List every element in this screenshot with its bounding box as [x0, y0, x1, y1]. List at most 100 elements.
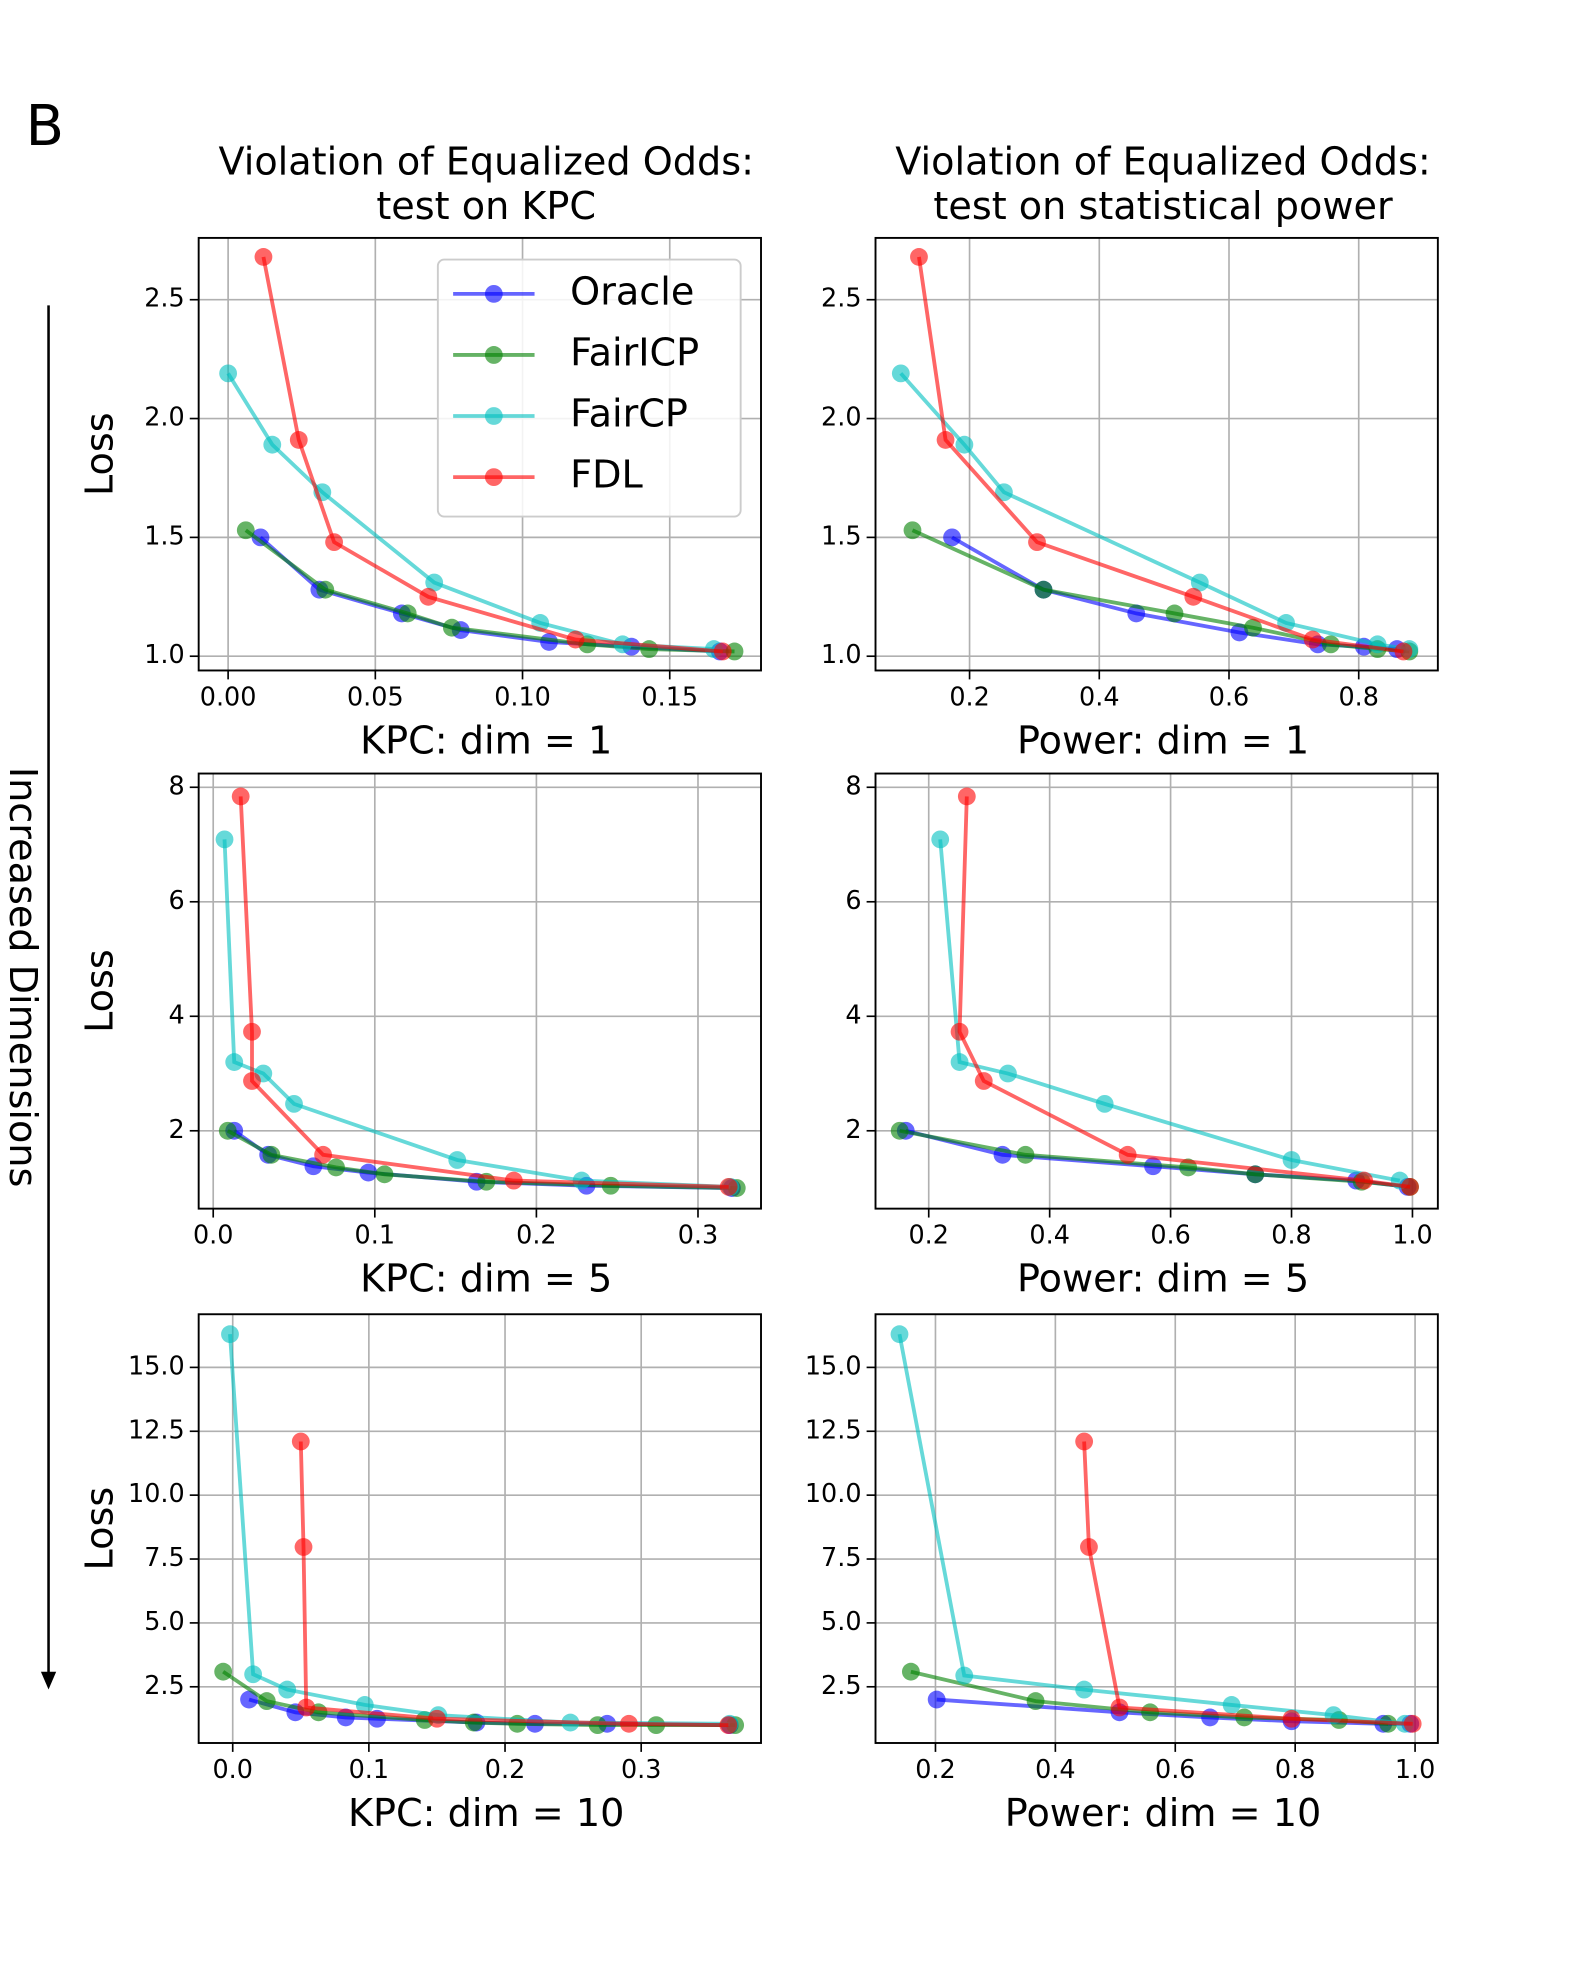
- x-tick-label: 0.00: [200, 681, 257, 711]
- data-point: [572, 1171, 591, 1190]
- y-tick-label: 6: [845, 885, 861, 915]
- data-point: [240, 1690, 258, 1709]
- data-point: [620, 1714, 638, 1733]
- side-label: Increased Dimensions: [1, 767, 45, 1188]
- x-axis-label: KPC: dim = 5: [360, 1257, 612, 1301]
- x-tick-label: 0.6: [1209, 681, 1249, 711]
- data-point: [294, 1538, 313, 1556]
- data-point: [936, 431, 955, 449]
- x-tick-label: 0.15: [641, 681, 698, 711]
- data-point: [999, 1064, 1017, 1083]
- data-point: [957, 787, 976, 806]
- data-point: [1118, 1145, 1137, 1164]
- data-point: [244, 1665, 263, 1684]
- data-point: [1230, 623, 1249, 642]
- panel-label: B: [26, 94, 64, 159]
- data-point: [504, 1171, 523, 1190]
- data-point: [995, 483, 1013, 502]
- plot-frame: [197, 1313, 762, 1744]
- x-axis-label: Power: dim = 1: [1017, 718, 1309, 762]
- x-axis-label: KPC: dim = 1: [360, 718, 612, 762]
- legend-label: FairICP: [570, 330, 699, 374]
- data-point: [419, 587, 438, 606]
- x-axis-label: KPC: dim = 10: [348, 1791, 624, 1835]
- data-point: [931, 830, 950, 849]
- legend-marker: [484, 468, 503, 487]
- data-point: [1403, 1714, 1422, 1733]
- data-point: [1165, 604, 1184, 623]
- x-tick-label: 0.2: [485, 1754, 525, 1784]
- data-point: [1026, 1692, 1045, 1710]
- y-tick-label: 5.0: [821, 1606, 861, 1636]
- data-point: [355, 1696, 374, 1714]
- x-tick-label: 0.2: [516, 1220, 556, 1250]
- data-point: [285, 1094, 303, 1113]
- data-point: [601, 1176, 620, 1195]
- x-tick-label: 0.2: [949, 681, 989, 711]
- x-tick-label: 0.3: [678, 1220, 718, 1250]
- data-point: [1080, 1538, 1098, 1556]
- y-tick-label: 12.5: [805, 1414, 862, 1444]
- legend-label: FairCP: [570, 392, 688, 436]
- data-point: [375, 1165, 394, 1184]
- x-tick-label: 0.4: [1079, 681, 1119, 711]
- series-line: [298, 1441, 729, 1728]
- data-point: [289, 431, 308, 449]
- data-point: [974, 1072, 993, 1090]
- data-point: [640, 640, 659, 658]
- y-tick-label: 2.0: [144, 402, 184, 432]
- data-point: [254, 248, 273, 266]
- data-point: [588, 1716, 607, 1735]
- data-point: [903, 521, 922, 540]
- y-tick-label: 8: [845, 770, 861, 800]
- x-tick-label: 0.4: [1029, 1220, 1069, 1250]
- plot-frame: [197, 772, 762, 1210]
- y-tick-label: 2.5: [144, 283, 184, 313]
- data-point: [448, 1151, 467, 1169]
- x-axis-label: Power: dim = 10: [1005, 1791, 1321, 1835]
- data-point: [316, 580, 335, 599]
- plot-frame: [197, 236, 762, 672]
- data-point: [327, 1158, 345, 1177]
- x-tick-label: 0.6: [1150, 1220, 1190, 1250]
- data-point: [442, 618, 461, 637]
- arrow-head: [40, 1671, 57, 1690]
- x-axis-label: Power: dim = 5: [1017, 1257, 1309, 1301]
- x-tick-label: 0.0: [193, 1220, 233, 1250]
- y-tick-label: 10.0: [128, 1478, 185, 1508]
- data-point: [1355, 1171, 1373, 1190]
- y-tick-label: 2.5: [144, 1670, 184, 1700]
- y-tick-label: 15.0: [805, 1350, 862, 1380]
- data-point: [890, 1121, 909, 1140]
- data-point: [231, 787, 250, 806]
- y-tick-label: 2.0: [821, 402, 861, 432]
- data-point: [214, 1662, 233, 1681]
- y-axis-label: Loss: [77, 949, 121, 1033]
- data-point: [890, 1325, 909, 1344]
- data-point: [1401, 1177, 1419, 1196]
- data-point: [243, 1022, 261, 1041]
- chart-title: Violation of Equalized Odds:: [895, 140, 1430, 184]
- data-point: [1016, 1145, 1035, 1164]
- x-tick-label: 0.8: [1275, 1754, 1315, 1784]
- x-tick-label: 0.1: [349, 1754, 389, 1784]
- data-point: [1028, 533, 1046, 552]
- data-point: [218, 1121, 237, 1140]
- legend-label: FDL: [570, 453, 643, 497]
- x-tick-label: 0.8: [1338, 681, 1378, 711]
- x-tick-label: 0.2: [908, 1220, 948, 1250]
- y-tick-label: 15.0: [128, 1350, 185, 1380]
- legend-label: Oracle: [570, 269, 694, 313]
- data-point: [713, 642, 732, 661]
- y-tick-label: 2.5: [821, 1670, 861, 1700]
- y-tick-label: 1.0: [144, 639, 184, 669]
- data-point: [1075, 1680, 1094, 1699]
- data-point: [1282, 1151, 1301, 1169]
- y-tick-label: 1.0: [821, 639, 861, 669]
- y-tick-label: 7.5: [821, 1542, 861, 1572]
- y-axis-label: Loss: [77, 1487, 121, 1571]
- y-tick-label: 5.0: [144, 1606, 184, 1636]
- legend-marker: [484, 284, 503, 303]
- data-point: [955, 435, 974, 454]
